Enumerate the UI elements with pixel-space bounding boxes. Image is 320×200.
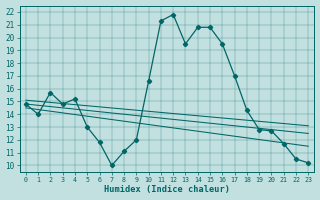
X-axis label: Humidex (Indice chaleur): Humidex (Indice chaleur): [104, 185, 230, 194]
